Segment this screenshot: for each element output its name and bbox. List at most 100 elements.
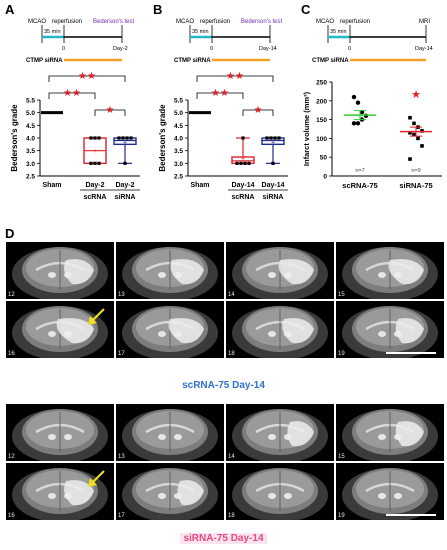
infarct-lesion (168, 318, 204, 344)
y-tick-label: 5.5 (174, 98, 183, 105)
infarct-lesion (282, 318, 314, 344)
data-point (97, 136, 101, 140)
brain-section-image (12, 409, 108, 461)
mri-caption-scrna: scRNA-75 Day-14 (0, 380, 447, 391)
ventricle (48, 272, 56, 278)
y-tick-label: 150 (316, 117, 327, 124)
mri-slice: 17 (116, 463, 224, 520)
box-mean-marker: + (123, 140, 127, 147)
panel-a-chart: 2.5 3.0 3.5 4.0 4.5 5.0 5.5 Bederson's grade Sha… (10, 98, 140, 201)
duration-label: 35 min (192, 29, 209, 35)
panel-d-letter: D (5, 226, 15, 241)
box (113, 137, 137, 146)
ventricle (158, 272, 166, 278)
panel-a: MCAO reperfusion Bederson's test 35 min … (10, 19, 140, 201)
slice-number: 12 (8, 292, 15, 298)
y-tick-label: 4.0 (174, 136, 183, 143)
reperfusion-label: reperfusion (52, 19, 82, 25)
mri-slice: 19 (336, 301, 444, 358)
group-label: scRNA (84, 194, 107, 201)
y-tick-label: 0 (323, 174, 327, 181)
data-point (363, 113, 369, 119)
mri-slice: 16 (6, 463, 114, 520)
data-point (243, 161, 247, 165)
reperfusion-label: reperfusion (200, 19, 230, 25)
mri-slice: 16 (6, 301, 114, 358)
mri-grid-scrna: 12 13 14 15 16 17 18 19 (6, 242, 444, 358)
caption-text: siRNA-75 Day-14 (180, 533, 267, 544)
zero-label: 0 (62, 46, 65, 52)
data-point (408, 157, 412, 161)
arrow-icon (88, 308, 105, 325)
data-point (277, 136, 281, 140)
y-tick-label: 3.5 (174, 148, 183, 155)
bracket-scrna-sirna (94, 109, 126, 116)
data-point (121, 136, 125, 140)
mcao-label: MCAO (176, 19, 194, 25)
brain-section-image (232, 409, 328, 461)
data-point (265, 136, 269, 140)
data-point (351, 121, 357, 126)
group-label: siRNA (262, 194, 283, 201)
panel-c-timeline: MCAO reperfusion MRI 35 min 0 Day-14 CTM… (312, 19, 433, 64)
sig-star-double: ★★ (211, 88, 229, 99)
ventricle (158, 434, 166, 440)
ventricle (284, 493, 292, 499)
data-point (117, 136, 121, 140)
y-axis-label: Bederson's grade (158, 104, 167, 172)
ventricle (378, 272, 386, 278)
mri-slice: 12 (6, 404, 114, 461)
panel-a-significance (48, 75, 126, 116)
data-point (416, 136, 420, 141)
endday-label: Day-14 (415, 46, 433, 52)
category-label: Day-14 (262, 182, 285, 189)
ventricle (378, 493, 386, 499)
slice-number: 19 (338, 513, 345, 519)
y-tick-label: 2.5 (174, 174, 183, 181)
endday-label: Day-14 (259, 46, 277, 52)
data-point (412, 132, 416, 137)
slice-number: 15 (338, 454, 345, 460)
infarct-lesion (56, 318, 94, 344)
mri-slice: 12 (6, 242, 114, 299)
treatment-label: CTMP siRNA (312, 58, 349, 64)
y-tick-label: 4.0 (26, 136, 35, 143)
mcao-label: MCAO (316, 19, 334, 25)
data-point (93, 136, 97, 140)
brain-section-image (122, 468, 218, 520)
data-point (408, 130, 412, 135)
mri-slice: 19 (336, 463, 444, 520)
ventricle (158, 331, 166, 337)
brain-section-image (232, 306, 328, 358)
data-point (241, 136, 245, 140)
data-point (97, 161, 101, 165)
mri-slice: 18 (226, 301, 334, 358)
data-point (129, 136, 133, 140)
data-point (247, 161, 251, 165)
brain-section-image (12, 247, 108, 299)
infarct-lesion (64, 259, 94, 285)
y-axis-label: Infarct volume (mm³) (302, 91, 311, 166)
data-point (269, 136, 273, 140)
slice-number: 13 (118, 454, 125, 460)
slice-number: 18 (228, 351, 235, 357)
brain-section-image (232, 468, 328, 520)
infarct-lesion (64, 480, 94, 506)
infarct-lesion (395, 421, 424, 447)
test-label: Bederson's test (241, 19, 283, 25)
arrow-head (88, 478, 97, 487)
mri-slice: 17 (116, 301, 224, 358)
data-point (235, 161, 239, 165)
y-tick-label: 5.5 (26, 98, 35, 105)
infarct-lesion (177, 480, 204, 506)
box-mean-marker: + (93, 148, 97, 155)
data-point (273, 136, 277, 140)
y-tick-label: 100 (316, 136, 327, 143)
panel-b-timeline: MCAO reperfusion Bederson's test 35 min … (174, 19, 283, 64)
ventricle (174, 434, 182, 440)
arrow-icon (88, 470, 105, 487)
category-label: Sham (42, 182, 61, 189)
arrow-head (88, 316, 97, 325)
sig-star-double: ★★ (78, 71, 96, 82)
box (261, 137, 285, 146)
